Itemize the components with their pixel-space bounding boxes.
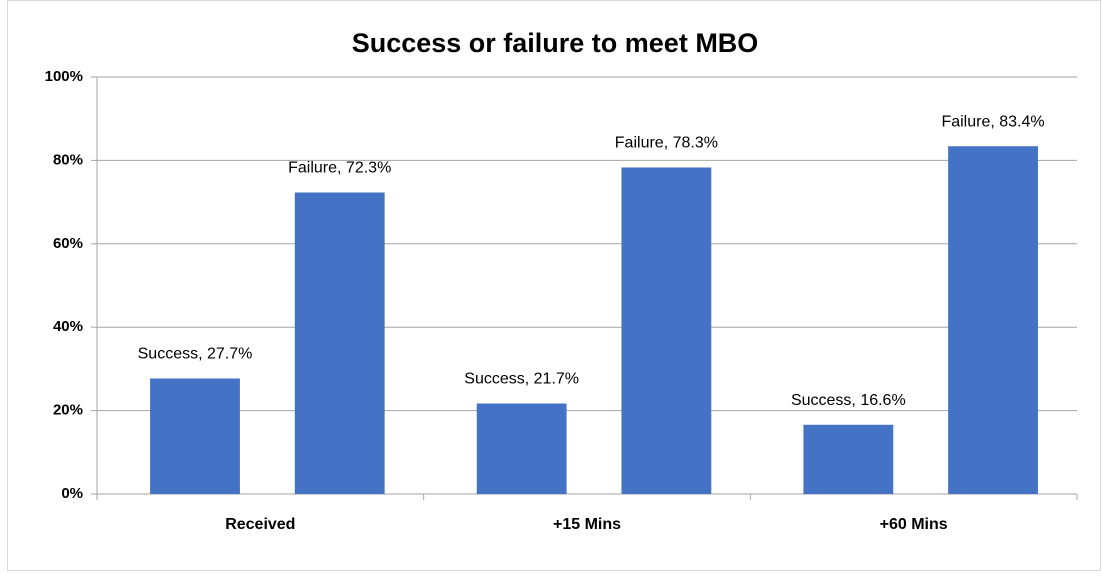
y-tick-label: 80% xyxy=(53,151,83,168)
y-tick-label: 0% xyxy=(61,485,83,502)
data-label: Failure, 72.3% xyxy=(288,160,391,177)
data-label: Success, 16.6% xyxy=(791,392,906,409)
data-label: Failure, 83.4% xyxy=(941,113,1044,130)
y-tick-label: 100% xyxy=(45,68,83,85)
bar xyxy=(476,403,567,494)
bar xyxy=(150,378,240,494)
bar xyxy=(621,167,712,494)
bar xyxy=(948,146,1038,495)
data-label: Success, 27.7% xyxy=(138,346,253,363)
data-label: Failure, 78.3% xyxy=(615,135,718,152)
data-label: Success, 21.7% xyxy=(464,371,579,388)
bar xyxy=(803,424,894,494)
x-tick-label: +15 Mins xyxy=(553,516,621,533)
x-tick-label: Received xyxy=(225,516,295,533)
y-tick-label: 60% xyxy=(53,235,83,252)
y-tick-label: 40% xyxy=(53,318,83,335)
chart-title: Success or failure to meet MBO xyxy=(352,28,759,58)
bar xyxy=(294,192,385,494)
y-tick-label: 20% xyxy=(53,402,83,419)
x-tick-label: +60 Mins xyxy=(880,516,948,533)
